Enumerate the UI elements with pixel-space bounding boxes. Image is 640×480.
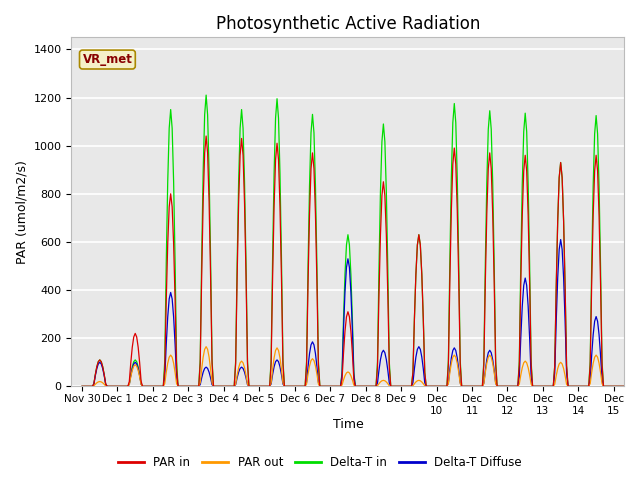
Title: Photosynthetic Active Radiation: Photosynthetic Active Radiation <box>216 15 480 33</box>
Y-axis label: PAR (umol/m2/s): PAR (umol/m2/s) <box>15 160 28 264</box>
X-axis label: Time: Time <box>333 419 364 432</box>
Text: VR_met: VR_met <box>83 53 132 66</box>
Legend: PAR in, PAR out, Delta-T in, Delta-T Diffuse: PAR in, PAR out, Delta-T in, Delta-T Dif… <box>113 452 527 474</box>
